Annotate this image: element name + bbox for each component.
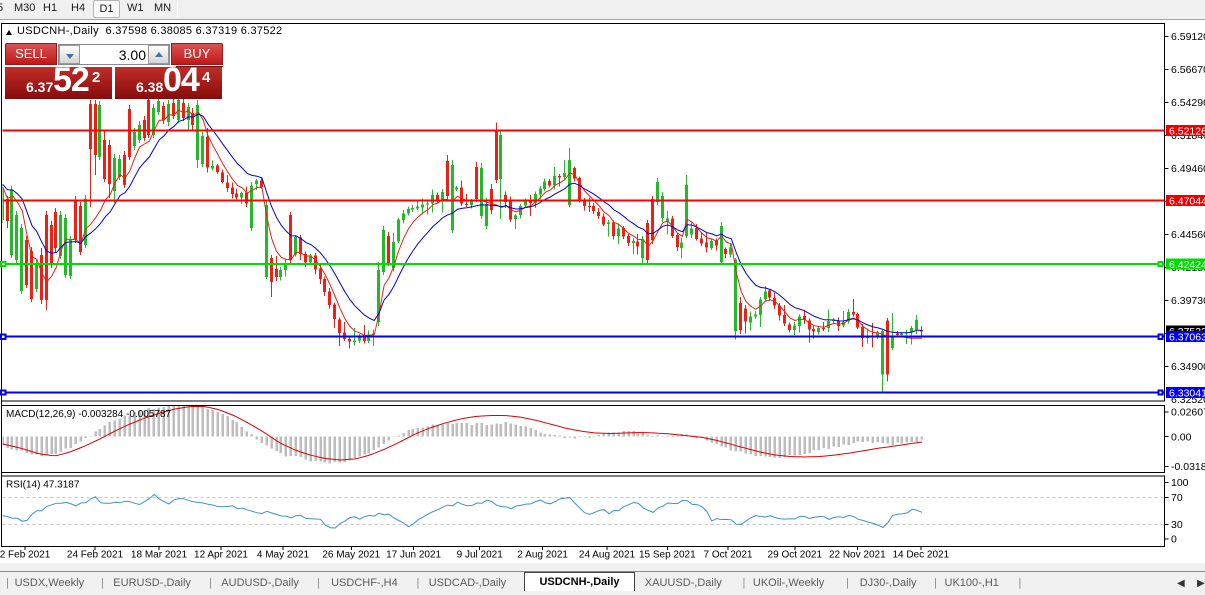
svg-text:MACD(12,26,9) -0.003284 -0.005: MACD(12,26,9) -0.003284 -0.005787: [6, 409, 172, 420]
svg-text:70: 70: [1171, 492, 1183, 504]
svg-text:6.34900: 6.34900: [1171, 361, 1205, 373]
svg-text:9 Jul 2021: 9 Jul 2021: [457, 550, 504, 561]
svg-text:6.47044: 6.47044: [1169, 196, 1205, 208]
svg-text:6.42424: 6.42424: [1169, 259, 1205, 271]
svg-text:6.56670: 6.56670: [1171, 64, 1205, 76]
svg-text:6.44560: 6.44560: [1171, 229, 1205, 241]
svg-text:26 May 2021: 26 May 2021: [322, 550, 380, 561]
svg-text:0: 0: [1171, 534, 1177, 546]
svg-text:0.02607: 0.02607: [1171, 407, 1205, 419]
svg-text:24 Feb 2021: 24 Feb 2021: [67, 550, 124, 561]
svg-text:17 Jun 2021: 17 Jun 2021: [386, 550, 441, 561]
svg-text:6.37063: 6.37063: [1169, 331, 1205, 343]
svg-text:30: 30: [1171, 519, 1183, 531]
svg-text:6.54290: 6.54290: [1171, 97, 1205, 109]
svg-text:24 Aug 2021: 24 Aug 2021: [579, 550, 636, 561]
svg-text:2 Feb 2021: 2 Feb 2021: [0, 550, 51, 561]
svg-text:0.00: 0.00: [1171, 431, 1192, 443]
svg-text:18 Mar 2021: 18 Mar 2021: [131, 550, 188, 561]
svg-text:4 May 2021: 4 May 2021: [257, 550, 310, 561]
svg-text:RSI(14) 47.3187: RSI(14) 47.3187: [6, 480, 80, 491]
svg-text:100: 100: [1171, 477, 1189, 489]
svg-text:6.52126: 6.52126: [1169, 125, 1205, 137]
svg-text:2 Aug 2021: 2 Aug 2021: [517, 550, 568, 561]
svg-text:-0.03187: -0.03187: [1171, 461, 1205, 473]
svg-text:22 Nov 2021: 22 Nov 2021: [829, 550, 886, 561]
svg-text:14 Dec 2021: 14 Dec 2021: [892, 550, 949, 561]
svg-text:15 Sep 2021: 15 Sep 2021: [639, 550, 696, 561]
svg-text:6.49460: 6.49460: [1171, 163, 1205, 175]
svg-text:29 Oct 2021: 29 Oct 2021: [768, 550, 823, 561]
svg-text:6.59120: 6.59120: [1171, 31, 1205, 43]
svg-text:6.39730: 6.39730: [1171, 295, 1205, 307]
svg-text:12 Apr 2021: 12 Apr 2021: [194, 550, 248, 561]
svg-text:7 Oct 2021: 7 Oct 2021: [704, 550, 753, 561]
svg-text:6.33041: 6.33041: [1169, 387, 1205, 399]
